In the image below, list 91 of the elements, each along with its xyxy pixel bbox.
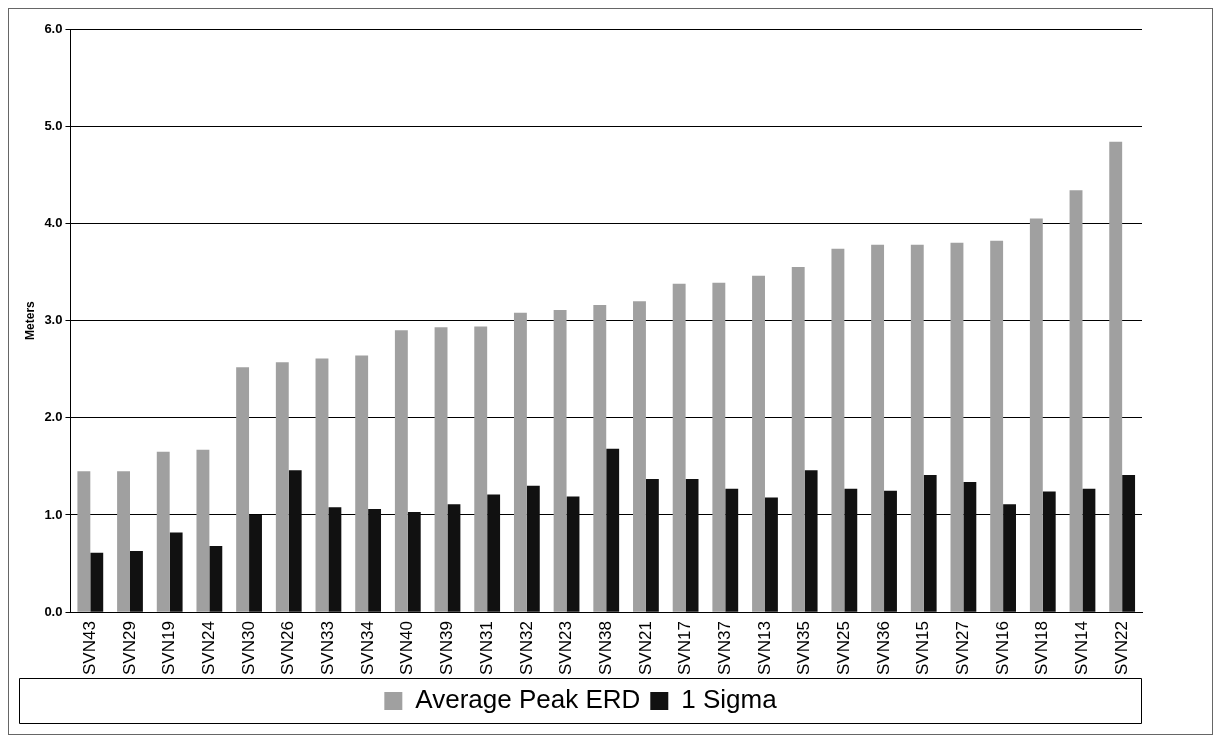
bar: [764, 497, 778, 612]
y-tick-label: 5.0: [44, 117, 63, 133]
bar: [368, 509, 382, 612]
bar: [130, 550, 143, 612]
bar: [169, 532, 183, 612]
bar: [355, 355, 369, 612]
x-tick-label: SVN34: [357, 621, 377, 676]
bar: [553, 309, 567, 612]
x-tick-label: SVN23: [556, 621, 576, 676]
bar: [990, 240, 1004, 612]
y-tick-label: 0.0: [44, 603, 63, 619]
x-tick-label: SVN30: [238, 621, 258, 676]
bar: [1069, 190, 1083, 612]
bar: [1003, 504, 1016, 612]
y-tick-label: 4.0: [44, 214, 63, 230]
x-tick-label: SVN24: [199, 621, 219, 676]
x-tick-label: SVN31: [476, 621, 496, 676]
x-tick-label: SVN15: [913, 621, 933, 676]
y-tick-label: 2.0: [44, 409, 63, 425]
bar: [633, 301, 646, 612]
bar: [434, 327, 448, 612]
x-tick-label: SVN37: [714, 621, 734, 676]
legend-label: 1 Sigma: [681, 684, 778, 715]
y-tick-label: 3.0: [44, 312, 63, 328]
bar: [209, 546, 223, 612]
bar: [526, 485, 540, 612]
bar: [1029, 218, 1043, 612]
bar: [844, 488, 858, 612]
bar: [249, 514, 262, 612]
bar: [752, 275, 765, 612]
bar: [328, 507, 342, 612]
x-tick-label: SVN32: [516, 621, 536, 676]
bar: [871, 244, 885, 612]
bar: [156, 451, 170, 612]
y-tick-label: 6.0: [44, 20, 63, 36]
x-tick-label: SVN43: [80, 621, 99, 676]
x-tick-label: SVN21: [635, 621, 655, 676]
x-tick-label: SVN18: [1032, 621, 1052, 676]
bar: [1109, 141, 1123, 612]
x-tick-label: SVN14: [1072, 621, 1092, 676]
bar: [884, 490, 897, 612]
x-tick-label: SVN22: [1111, 621, 1131, 676]
bar: [196, 449, 210, 612]
x-tick-label: SVN29: [119, 621, 139, 676]
bar: [1042, 491, 1056, 612]
bar: [950, 242, 964, 612]
x-tick-label: SVN35: [794, 621, 814, 676]
x-tick-label: SVN16: [992, 621, 1012, 676]
bar: [963, 481, 977, 612]
bar: [712, 282, 726, 612]
bar: [923, 475, 937, 612]
bar: [593, 305, 607, 612]
bar: [645, 478, 659, 612]
y-axis-title: Meters: [22, 300, 37, 340]
bar: [606, 448, 620, 612]
bar: [117, 471, 130, 612]
bar: [90, 552, 104, 612]
bar: [236, 367, 250, 612]
bar: [1082, 488, 1096, 612]
bar: [831, 248, 845, 612]
y-tick-label: 1.0: [44, 506, 63, 522]
bar: [447, 504, 461, 612]
bar: [288, 470, 302, 612]
bar: [315, 358, 329, 612]
x-tick-label: SVN27: [953, 621, 973, 676]
bar: [487, 494, 501, 612]
bar: [77, 471, 91, 612]
x-tick-label: SVN26: [278, 621, 298, 676]
bar: [566, 496, 580, 612]
x-tick-label: SVN39: [437, 621, 457, 676]
x-tick-label: SVN40: [397, 621, 417, 676]
x-tick-label: SVN36: [873, 621, 893, 676]
x-tick-label: SVN33: [318, 621, 338, 676]
bar: [685, 478, 699, 612]
bar: [804, 470, 818, 612]
legend-label: Average Peak ERD: [415, 684, 641, 715]
bar: [513, 312, 527, 612]
bar: [275, 362, 289, 612]
bar: [407, 512, 421, 612]
bar: [725, 488, 739, 612]
bar: [1122, 475, 1136, 612]
bar: [910, 244, 924, 612]
bar: [672, 283, 686, 612]
x-tick-label: SVN13: [754, 621, 774, 676]
bar: [791, 267, 805, 612]
x-tick-label: SVN19: [159, 621, 179, 676]
x-tick-label: SVN17: [675, 621, 695, 676]
x-tick-label: SVN38: [595, 621, 615, 676]
bar: [474, 326, 488, 612]
bar: [394, 330, 408, 612]
x-tick-label: SVN25: [834, 621, 854, 676]
